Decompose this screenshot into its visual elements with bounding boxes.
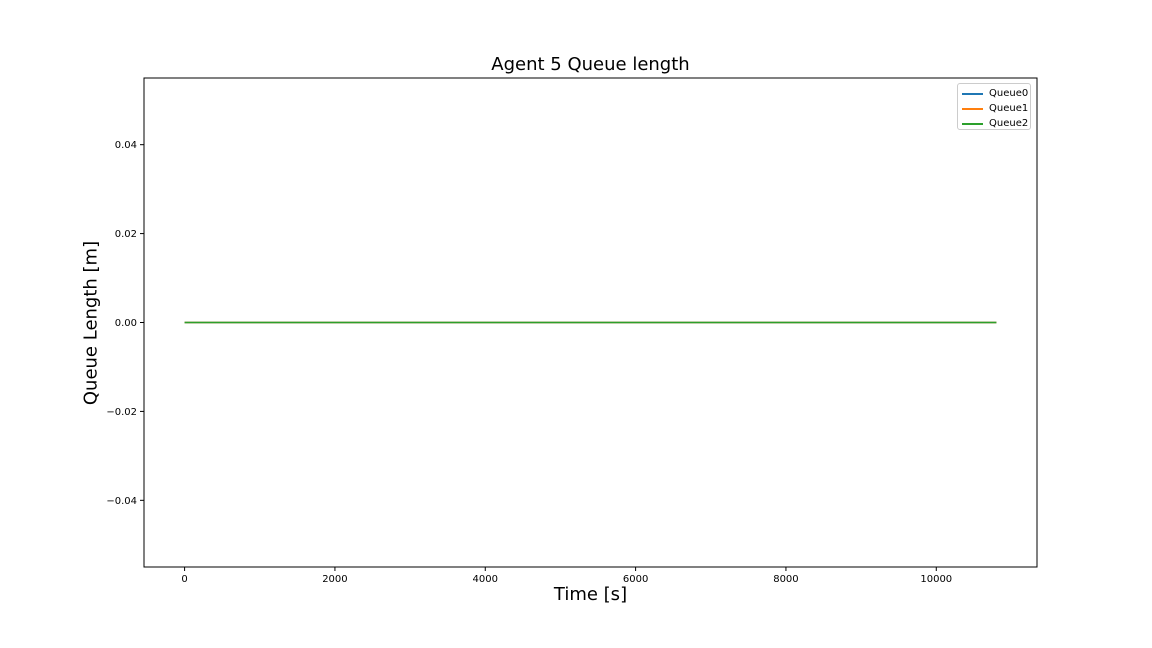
plot-area-frame: [143, 77, 1038, 568]
legend-swatch-queue0: [962, 92, 983, 95]
x-tick-label: 2000: [322, 574, 347, 585]
chart-title: Agent 5 Queue length: [491, 54, 690, 75]
x-tick-label: 4000: [473, 574, 498, 585]
x-axis-ticks: 0 2000 4000 6000 8000 10000: [181, 567, 952, 585]
x-axis-label: Time [s]: [553, 584, 628, 605]
x-tick-label: 10000: [920, 574, 952, 585]
y-axis-label: Queue Length [m]: [80, 240, 102, 406]
y-axis-ticks: −0.04 −0.02 0.00 0.02 0.04: [106, 140, 144, 507]
y-tick-label: 0.00: [115, 318, 137, 329]
y-tick-label: −0.04: [106, 496, 137, 507]
x-tick-label: 6000: [623, 574, 648, 585]
x-tick-label: 8000: [773, 574, 798, 585]
legend-item-queue0: Queue0: [958, 86, 1030, 101]
legend: Queue0 Queue1 Queue2: [957, 83, 1031, 130]
x-tick-label: 0: [181, 574, 187, 585]
legend-swatch-queue2: [962, 122, 983, 125]
legend-item-queue2: Queue2: [958, 116, 1030, 131]
legend-label-queue2: Queue2: [989, 118, 1029, 129]
y-tick-label: 0.04: [115, 140, 137, 151]
legend-label-queue1: Queue1: [989, 103, 1029, 114]
legend-label-queue0: Queue0: [989, 88, 1029, 99]
legend-item-queue1: Queue1: [958, 101, 1030, 116]
y-tick-label: 0.02: [115, 229, 137, 240]
legend-swatch-queue1: [962, 107, 983, 110]
y-tick-label: −0.02: [106, 407, 137, 418]
